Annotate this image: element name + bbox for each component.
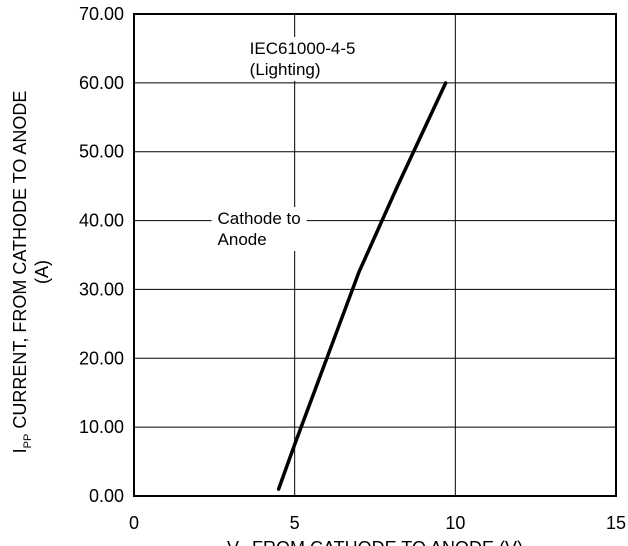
- annotation-layer: IEC61000-4-5 (Lighting) Cathode to Anode: [211, 36, 362, 252]
- x-axis-title: VC FROM CATHODE TO ANODE (V): [227, 538, 523, 546]
- y-tick-label: 20.00: [79, 348, 124, 368]
- x-axis-symbol: V: [227, 538, 239, 546]
- annotation-line: IEC61000-4-5: [250, 39, 356, 58]
- plot-frame: [133, 13, 617, 497]
- y-tick-label: 40.00: [79, 211, 124, 231]
- annotation-line: Anode: [218, 230, 267, 249]
- annotation: Cathode to Anode: [211, 207, 307, 252]
- y-axis-unit: (A): [32, 260, 52, 284]
- x-tick-labels: 0 5 10 15: [129, 513, 626, 533]
- y-axis-symbol: I: [10, 448, 30, 453]
- x-tick-label: 5: [290, 513, 300, 533]
- annotation-background: [243, 36, 362, 81]
- y-axis-title: IPP CURRENT, FROM CATHODE TO ANODE: [10, 91, 34, 454]
- annotation-line: Cathode to: [218, 209, 301, 228]
- x-tick-label: 15: [606, 513, 626, 533]
- x-tick-label: 10: [445, 513, 465, 533]
- series-layer: [276, 81, 448, 491]
- y-tick-label: 50.00: [79, 142, 124, 162]
- annotation-background: [211, 207, 307, 252]
- plot-background: [134, 14, 616, 496]
- y-tick-label: 10.00: [79, 417, 124, 437]
- y-tick-label: 30.00: [79, 279, 124, 299]
- y-tick-label: 0.00: [89, 486, 124, 506]
- y-tick-labels: 0.00 10.00 20.00 30.00 40.00 50.00 60.00 70.00: [79, 4, 124, 506]
- x-tick-label: 0: [129, 513, 139, 533]
- y-tick-label: 70.00: [79, 4, 124, 24]
- series-line: [276, 81, 448, 491]
- y-tick-label: 60.00: [79, 73, 124, 93]
- y-axis-subscript: PP: [22, 434, 34, 449]
- y-axis-text: CURRENT, FROM CATHODE TO ANODE: [10, 91, 30, 434]
- annotation: IEC61000-4-5 (Lighting): [243, 36, 362, 81]
- annotation-line: (Lighting): [250, 60, 321, 79]
- x-axis-text: FROM CATHODE TO ANODE (V): [247, 538, 523, 546]
